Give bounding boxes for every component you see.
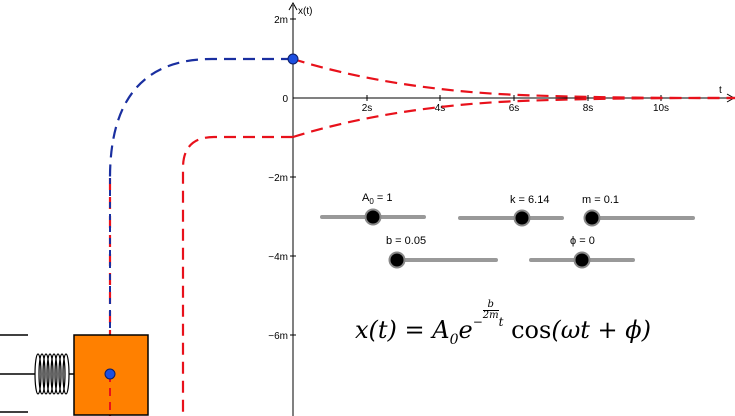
- slider-phi-label: ϕ = 0: [570, 235, 595, 247]
- motion-equation: x(t) = A0e− b 2m t cos(ωt + ϕ): [355, 299, 651, 348]
- lower-envelope-curve: [292, 96, 735, 139]
- x-tick-label: 6s: [509, 103, 520, 114]
- slider-k[interactable]: [458, 209, 564, 227]
- x-axis-label: t: [719, 85, 722, 96]
- slider-b[interactable]: [388, 251, 498, 269]
- x-tick-label: 4s: [435, 103, 446, 114]
- x-tick-label: 2s: [362, 103, 373, 114]
- y-tick-label: −6m: [268, 331, 288, 342]
- slider-knob[interactable]: [583, 209, 601, 227]
- lower-envelope-trace: [181, 135, 293, 416]
- slider-knob[interactable]: [513, 209, 531, 227]
- y-tick-label: −2m: [268, 173, 288, 184]
- x-tick-label: 10s: [653, 103, 669, 114]
- mass-center-point[interactable]: [104, 368, 116, 380]
- current-position-point[interactable]: [287, 53, 299, 65]
- slider-knob[interactable]: [388, 251, 406, 269]
- wall-icon: [0, 334, 28, 413]
- slider-knob[interactable]: [364, 208, 382, 226]
- slider-m-label: m = 0.1: [582, 194, 619, 206]
- slider-A0[interactable]: [320, 208, 426, 226]
- y-tick-label: 2m: [274, 15, 288, 26]
- spring-icon: [34, 353, 70, 395]
- slider-A0-label: A0 = 1: [362, 192, 393, 207]
- upper-envelope-curve: [292, 57, 735, 100]
- slider-m[interactable]: [583, 209, 695, 227]
- position-trace-blue: [108, 57, 293, 179]
- y-axis-label: x(t): [298, 6, 312, 17]
- y-tick-label: 0: [282, 94, 288, 105]
- x-tick-label: 8s: [583, 103, 594, 114]
- slider-k-label: k = 6.14: [510, 194, 550, 206]
- slider-phi[interactable]: [529, 251, 635, 269]
- slider-knob[interactable]: [573, 251, 591, 269]
- y-tick-label: −4m: [268, 252, 288, 263]
- y-axis-arrow-icon: [288, 1, 298, 11]
- slider-b-label: b = 0.05: [386, 235, 427, 247]
